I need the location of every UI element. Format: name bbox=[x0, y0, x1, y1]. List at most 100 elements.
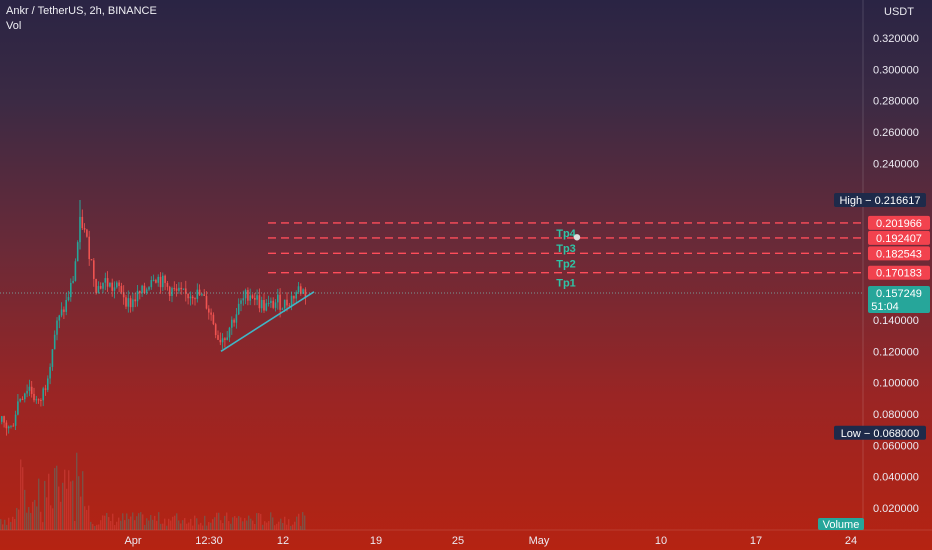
candle-body bbox=[155, 279, 157, 283]
candle-body bbox=[251, 295, 254, 298]
target-label-tp2: Tp2 bbox=[556, 258, 576, 270]
candle-body bbox=[12, 425, 15, 427]
time-axis-label: 19 bbox=[370, 535, 382, 547]
volume-bar bbox=[294, 521, 296, 530]
target-price-tag-text: 0.201966 bbox=[876, 218, 922, 230]
candle-body bbox=[67, 297, 70, 301]
candle-body bbox=[302, 289, 304, 294]
candle-body bbox=[173, 288, 176, 290]
candle-body bbox=[60, 309, 63, 316]
candle-body bbox=[254, 297, 256, 300]
volume-bar bbox=[164, 518, 166, 530]
candle-body bbox=[196, 289, 199, 299]
volume-bar bbox=[98, 524, 100, 530]
candle-body bbox=[267, 303, 270, 305]
candle-body bbox=[231, 319, 233, 328]
price-tick-label: 0.040000 bbox=[873, 472, 919, 484]
volume-bar bbox=[270, 512, 272, 530]
volume-bar bbox=[172, 516, 174, 530]
volume-bar bbox=[212, 519, 214, 530]
candle-body bbox=[127, 298, 130, 307]
volume-bar bbox=[154, 515, 156, 530]
volume-bar bbox=[234, 516, 236, 530]
candle-body bbox=[10, 425, 12, 427]
volume-bar bbox=[274, 525, 276, 530]
volume-bar bbox=[68, 470, 70, 530]
price-tick-label: 0.140000 bbox=[873, 315, 919, 327]
volume-bar bbox=[110, 520, 112, 530]
volume-bar bbox=[20, 459, 22, 530]
candle-body bbox=[42, 388, 44, 401]
volume-indicator-label[interactable]: Vol bbox=[6, 20, 22, 32]
candle-body bbox=[81, 216, 84, 229]
volume-bar bbox=[260, 513, 262, 530]
volume-bar bbox=[30, 512, 32, 530]
volume-bar bbox=[240, 517, 242, 530]
volume-bar bbox=[290, 525, 292, 530]
volume-bar bbox=[202, 525, 204, 530]
volume-bar bbox=[276, 523, 278, 530]
symbol-title[interactable]: Ankr / TetherUS, 2h, BINANCE bbox=[6, 5, 157, 17]
candle-body bbox=[141, 285, 143, 294]
volume-bar bbox=[60, 501, 62, 530]
support-trendline[interactable] bbox=[220, 291, 315, 353]
candle-body bbox=[272, 300, 274, 308]
candle-body bbox=[83, 228, 86, 230]
price-tick-label: 0.100000 bbox=[873, 378, 919, 390]
candle-body bbox=[122, 292, 125, 298]
volume-bar bbox=[130, 516, 132, 530]
candle-body bbox=[290, 295, 293, 307]
volume-bar bbox=[232, 517, 234, 530]
candle-body bbox=[164, 275, 166, 283]
volume-bar bbox=[252, 520, 254, 530]
volume-bar bbox=[292, 524, 294, 530]
volume-bar bbox=[278, 521, 280, 530]
volume-bar bbox=[112, 513, 114, 530]
volume-bar bbox=[254, 524, 256, 530]
volume-bar bbox=[280, 518, 282, 530]
candle-body bbox=[157, 276, 159, 283]
volume-bar bbox=[190, 518, 192, 530]
candle-body bbox=[152, 279, 155, 281]
volume-bar bbox=[196, 518, 198, 530]
volume-bar bbox=[194, 515, 196, 530]
candle-body bbox=[125, 297, 127, 307]
candle-body bbox=[168, 286, 171, 296]
time-axis-label: 17 bbox=[750, 535, 762, 547]
candle-body bbox=[109, 282, 111, 287]
candle-body bbox=[120, 285, 123, 293]
candle-body bbox=[208, 308, 210, 313]
volume-tag-text: Volume bbox=[823, 519, 860, 531]
volume-bar bbox=[288, 519, 290, 530]
volume-bar bbox=[86, 509, 88, 530]
volume-bar bbox=[184, 518, 186, 530]
volume-bar bbox=[58, 486, 60, 530]
target-price-tag bbox=[868, 215, 930, 230]
candle-body bbox=[136, 290, 139, 302]
candle-body bbox=[226, 337, 228, 340]
volume-bar bbox=[54, 468, 56, 530]
candle-body bbox=[5, 422, 8, 429]
candle-body bbox=[116, 282, 118, 288]
drag-handle-icon[interactable] bbox=[573, 234, 581, 241]
candle-body bbox=[74, 261, 77, 281]
candle-body bbox=[65, 300, 67, 312]
candle-body bbox=[210, 312, 212, 315]
volume-bar bbox=[18, 509, 20, 530]
volume-bar bbox=[208, 522, 210, 530]
candle-body bbox=[97, 286, 100, 293]
volume-bar bbox=[72, 480, 74, 530]
candle-body bbox=[233, 319, 235, 323]
volume-bar bbox=[82, 471, 84, 530]
candle-body bbox=[24, 393, 26, 400]
candle-body bbox=[86, 229, 88, 237]
candle-body bbox=[277, 294, 279, 303]
candle-body bbox=[244, 290, 247, 299]
volume-bar bbox=[264, 521, 266, 530]
volume-bar bbox=[272, 517, 274, 530]
target-price-tag bbox=[868, 230, 930, 245]
candle-body bbox=[139, 290, 141, 294]
volume-bar bbox=[304, 515, 306, 530]
candle-body bbox=[258, 295, 261, 309]
